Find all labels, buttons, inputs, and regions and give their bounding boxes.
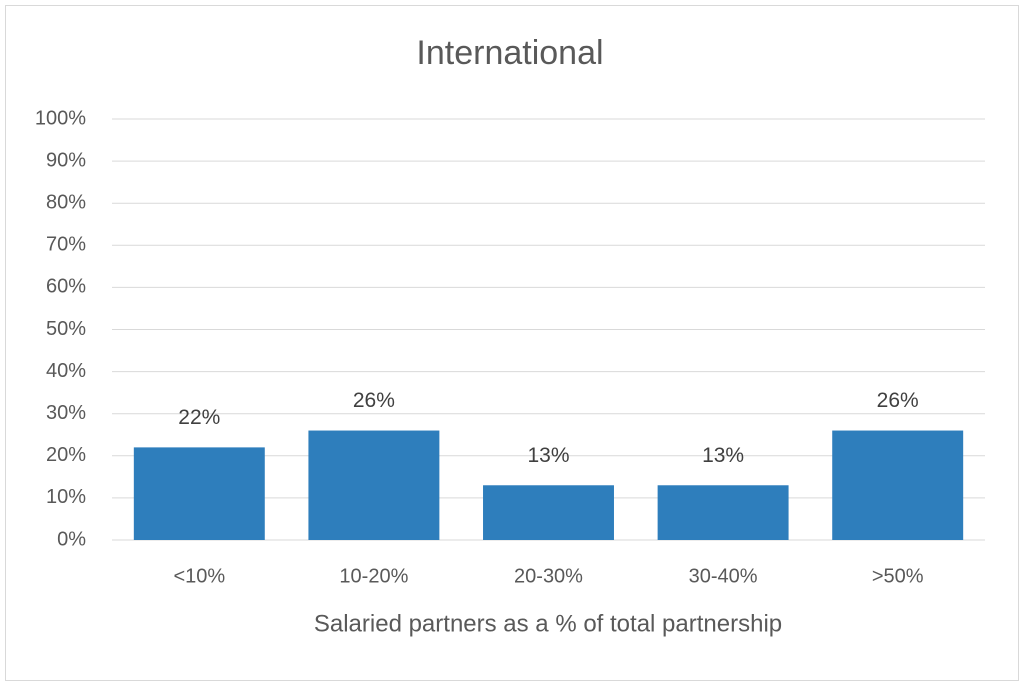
chart-title: International (416, 34, 603, 72)
x-tick-label: 10-20% (339, 565, 408, 587)
y-tick-label: 100% (35, 107, 86, 129)
x-tick-label: 30-40% (689, 565, 758, 587)
y-tick-label: 0% (57, 528, 86, 550)
y-tick-label: 80% (46, 191, 86, 213)
data-label: 26% (877, 389, 919, 412)
data-label: 13% (527, 444, 569, 467)
y-tick-label: 40% (46, 360, 86, 382)
y-tick-label: 50% (46, 318, 86, 340)
y-tick-label: 90% (46, 149, 86, 171)
y-tick-label: 10% (46, 486, 86, 508)
y-tick-label: 30% (46, 402, 86, 424)
x-tick-label: 20-30% (514, 565, 583, 587)
y-tick-label: 70% (46, 234, 86, 256)
x-axis-title: Salaried partners as a % of total partne… (314, 610, 782, 637)
chart-border (5, 5, 1019, 681)
data-label: 13% (702, 444, 744, 467)
bar (133, 447, 265, 540)
bar (657, 485, 789, 540)
data-label: 26% (353, 389, 395, 412)
y-tick-label: 20% (46, 444, 86, 466)
bar (483, 485, 614, 540)
x-tick-label: <10% (173, 565, 225, 587)
data-label: 22% (178, 406, 220, 429)
bar (308, 430, 440, 540)
bar (832, 430, 964, 540)
x-tick-label: >50% (872, 565, 924, 587)
y-tick-label: 60% (46, 276, 86, 298)
